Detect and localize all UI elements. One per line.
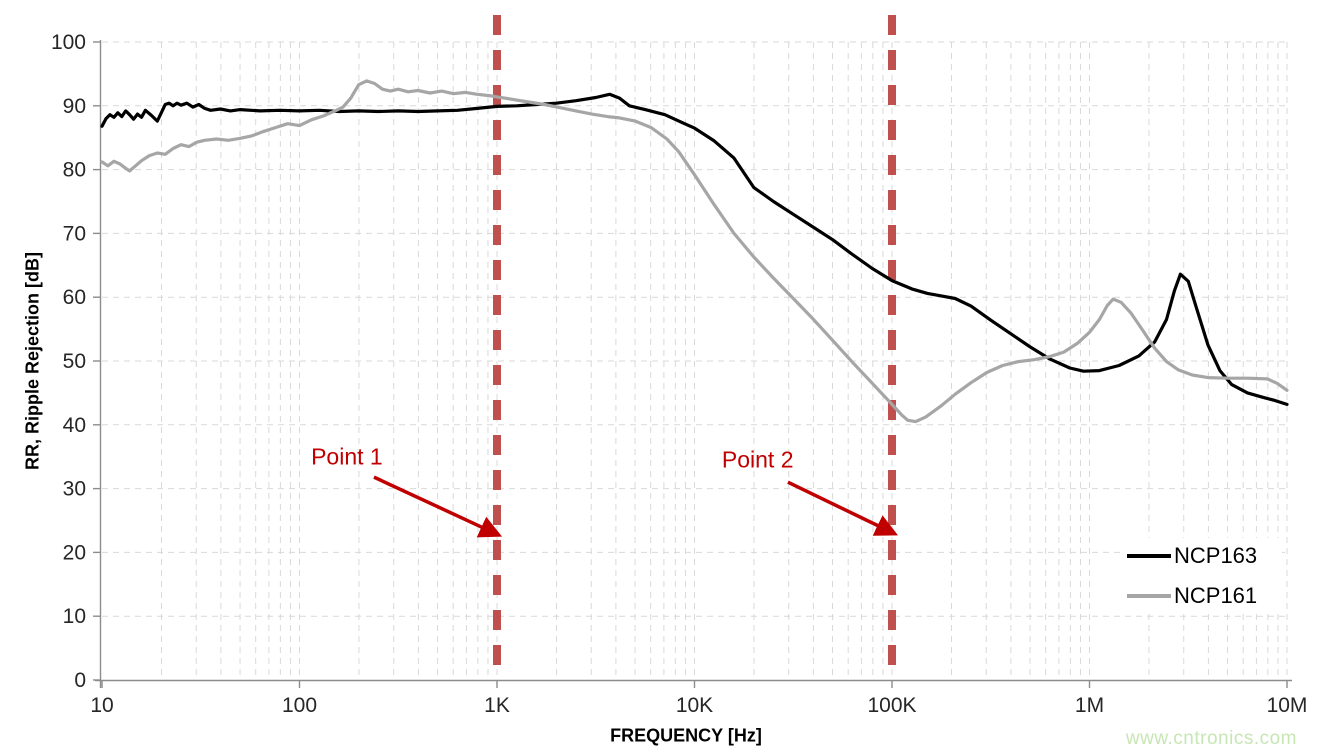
x-tick-label: 10M: [1267, 694, 1308, 717]
y-tick-label: 80: [63, 159, 86, 182]
point-arrow-1-icon: [373, 475, 503, 538]
y-tick-label: 10: [63, 605, 86, 628]
ncp161-curve: [100, 79, 1289, 424]
point-label-2: Point 2: [721, 446, 794, 473]
legend-label-ncp161: NCP161: [1174, 583, 1258, 608]
legend: NCP163 NCP161: [1122, 538, 1282, 614]
y-tick-label: 70: [63, 222, 86, 245]
x-tick-label: 10: [90, 694, 113, 717]
ncp163-line-sample-icon: [1127, 554, 1171, 558]
y-tick-label: 40: [63, 414, 86, 437]
ncp161-line-sample-icon: [1127, 594, 1171, 598]
point-arrow-2-icon: [787, 480, 899, 536]
axes: [93, 40, 1292, 688]
y-tick-label: 50: [63, 350, 86, 373]
x-tick-label: 100K: [867, 694, 916, 717]
legend-item-ncp161: NCP161: [1127, 580, 1282, 612]
watermark: www.cntronics.com: [1125, 728, 1297, 749]
y-axis-title: RR, Ripple Rejection [dB]: [22, 251, 43, 471]
x-axis-title: FREQUENCY [Hz]: [610, 725, 762, 746]
x-tick-label: 1K: [484, 694, 510, 717]
x-tick-label: 1M: [1075, 694, 1104, 717]
y-tick-label: 0: [74, 669, 86, 692]
gridlines: [102, 41, 1288, 680]
y-tick-label: 60: [63, 286, 86, 309]
x-tick-label: 100: [282, 694, 317, 717]
y-tick-label: 100: [51, 31, 86, 54]
y-tick-label: 30: [63, 478, 86, 501]
y-tick-label: 90: [63, 95, 86, 118]
y-tick-label: 20: [63, 541, 86, 564]
point-label-1: Point 1: [311, 443, 383, 470]
ncp163-curve: [100, 92, 1289, 406]
legend-label-ncp163: NCP163: [1174, 543, 1258, 568]
x-tick-label: 10K: [676, 694, 713, 717]
legend-item-ncp163: NCP163: [1127, 540, 1282, 572]
